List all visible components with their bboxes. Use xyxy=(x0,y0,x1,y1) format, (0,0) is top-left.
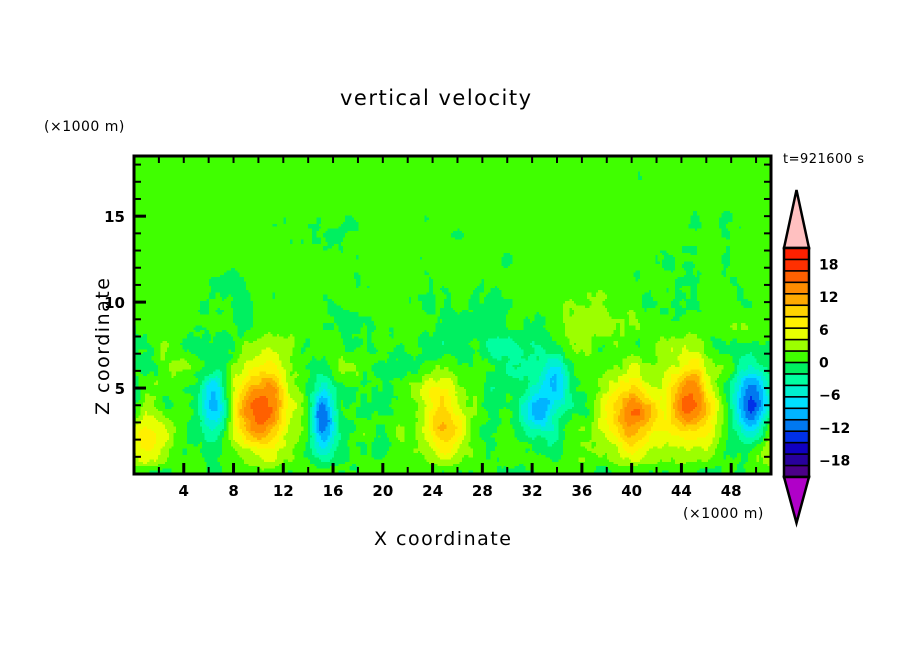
x-tick-label: 28 xyxy=(472,482,493,500)
colorbar-band xyxy=(783,464,810,479)
x-tick-label: 48 xyxy=(721,482,742,500)
colorbar-band xyxy=(783,247,810,261)
x-axis-unit-label: (×1000 m) xyxy=(683,506,764,522)
colorbar-tick-label: −6 xyxy=(819,388,840,404)
colorbar-tick-label: −18 xyxy=(819,454,850,470)
y-axis-unit-label: (×1000 m) xyxy=(44,119,125,135)
x-tick-label: 12 xyxy=(273,482,294,500)
x-tick-label: 20 xyxy=(372,482,393,500)
colorbar-band xyxy=(783,396,810,410)
colorbar-band xyxy=(783,281,810,296)
y-tick-label: 15 xyxy=(104,208,125,226)
colorbar-band xyxy=(783,430,810,444)
page-title: vertical velocity xyxy=(340,86,533,110)
contour-field xyxy=(134,156,771,474)
x-tick-label: 44 xyxy=(671,482,692,500)
colorbar-band xyxy=(783,338,810,353)
colorbar-band xyxy=(783,407,810,421)
colorbar-band xyxy=(783,453,810,467)
colorbar-tick-label: 0 xyxy=(819,356,829,372)
colorbar-band xyxy=(783,441,810,456)
colorbar-band xyxy=(783,258,810,273)
colorbar-tick-label: −12 xyxy=(819,421,850,437)
plot-frame xyxy=(132,154,773,476)
x-tick-label: 32 xyxy=(522,482,543,500)
colorbar-band xyxy=(783,270,810,284)
x-tick-label: 4 xyxy=(179,482,189,500)
colorbar-band xyxy=(783,315,810,330)
colorbar-tick-label: 6 xyxy=(819,323,829,339)
x-tick-label: 8 xyxy=(228,482,238,500)
x-tick-label: 24 xyxy=(422,482,443,500)
colorbar-tick-label: 12 xyxy=(819,290,838,306)
colorbar-band xyxy=(783,384,810,399)
colorbar-tick-label: 18 xyxy=(819,257,838,273)
colorbar-band xyxy=(783,304,810,318)
y-tick-label: 10 xyxy=(104,294,125,312)
x-tick-label: 36 xyxy=(571,482,592,500)
colorbar-band xyxy=(783,327,810,341)
colorbar-over-cap xyxy=(782,189,811,250)
y-tick-label: 5 xyxy=(115,380,125,398)
colorbar-under-cap xyxy=(782,475,811,528)
timestamp-label: t=921600 s xyxy=(783,152,865,167)
colorbar-band xyxy=(783,350,810,364)
x-axis-title: X coordinate xyxy=(374,528,513,550)
colorbar-band xyxy=(783,361,810,376)
colorbar-band xyxy=(783,373,810,387)
x-tick-label: 16 xyxy=(323,482,344,500)
colorbar: 18 12 6 0 −6 −12 −18 xyxy=(782,189,850,528)
colorbar-band xyxy=(783,292,810,307)
x-tick-label: 40 xyxy=(621,482,642,500)
colorbar-band xyxy=(783,418,810,433)
